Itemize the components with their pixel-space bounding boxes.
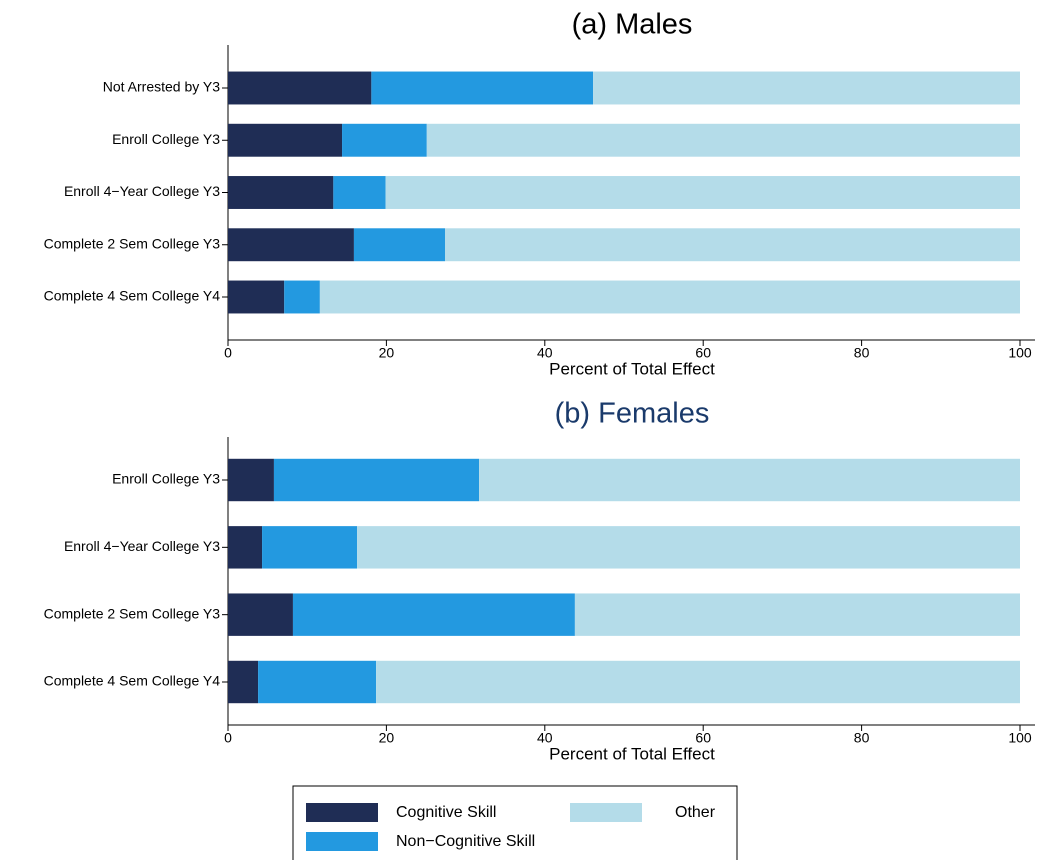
x-tick-label: 40 [537, 345, 553, 361]
bar-segment [593, 71, 1020, 105]
bar-segment [445, 228, 1020, 262]
bar-segment [228, 660, 259, 704]
y-tick-label: Enroll College Y3 [112, 471, 220, 487]
bar-segment [385, 176, 1020, 209]
x-axis-title: Percent of Total Effect [549, 744, 715, 763]
legend-swatch [570, 803, 642, 822]
bar-segment [273, 458, 480, 502]
bar-segment [228, 458, 274, 502]
legend-label: Other [675, 804, 716, 821]
bar-segment [284, 280, 320, 314]
bar-segment [357, 526, 1020, 569]
x-tick-label: 80 [854, 730, 870, 746]
y-tick-label: Enroll 4−Year College Y3 [64, 538, 220, 554]
y-tick-label: Complete 2 Sem College Y3 [44, 605, 221, 621]
y-tick-label: Complete 2 Sem College Y3 [44, 235, 221, 251]
y-tick-label: Complete 4 Sem College Y4 [44, 673, 221, 689]
legend-swatch [306, 832, 378, 851]
x-tick-label: 20 [379, 345, 395, 361]
bar-segment [342, 123, 427, 157]
x-tick-label: 40 [537, 730, 553, 746]
bar-segment [228, 71, 372, 105]
bar-segment [479, 458, 1021, 502]
x-tick-label: 20 [379, 730, 395, 746]
bar-segment [353, 228, 446, 262]
x-tick-label: 0 [224, 730, 232, 746]
bar-segment [228, 526, 263, 569]
x-tick-label: 60 [695, 345, 711, 361]
bar-segment [228, 280, 285, 314]
panel-title: (b) Females [555, 398, 710, 430]
bar-segment [262, 526, 358, 569]
bar-segment [258, 660, 377, 704]
bar-segment [292, 593, 575, 636]
bar-segment [371, 71, 594, 105]
bar-segment [228, 593, 293, 636]
y-tick-label: Complete 4 Sem College Y4 [44, 288, 221, 304]
bar-segment [228, 228, 354, 262]
legend-label: Non−Cognitive Skill [396, 833, 535, 850]
x-tick-label: 100 [1008, 730, 1032, 746]
bar-segment [228, 123, 343, 157]
x-tick-label: 80 [854, 345, 870, 361]
bar-segment [333, 176, 386, 209]
bar-segment [574, 593, 1020, 636]
panel-title: (a) Males [572, 9, 693, 41]
bar-segment [426, 123, 1020, 157]
x-tick-label: 0 [224, 345, 232, 361]
bar-segment [319, 280, 1020, 314]
y-tick-label: Enroll College Y3 [112, 131, 220, 147]
legend-swatch [306, 803, 378, 822]
x-tick-label: 60 [695, 730, 711, 746]
y-tick-label: Not Arrested by Y3 [103, 79, 220, 95]
y-tick-label: Enroll 4−Year College Y3 [64, 183, 220, 199]
x-tick-label: 100 [1008, 345, 1032, 361]
legend-box [292, 785, 738, 860]
bar-segment [228, 176, 334, 209]
x-axis-title: Percent of Total Effect [549, 359, 715, 378]
legend-label: Cognitive Skill [396, 804, 496, 821]
bar-segment [376, 660, 1020, 704]
